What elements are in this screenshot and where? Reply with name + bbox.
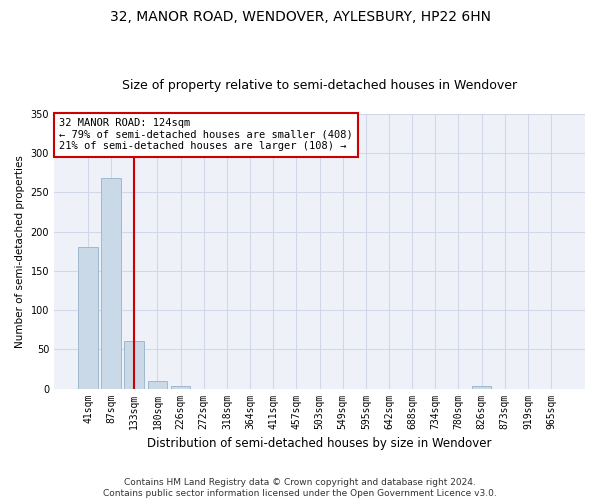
- Text: 32, MANOR ROAD, WENDOVER, AYLESBURY, HP22 6HN: 32, MANOR ROAD, WENDOVER, AYLESBURY, HP2…: [110, 10, 491, 24]
- Bar: [78, 248, 98, 388]
- Bar: [148, 380, 167, 388]
- Bar: [124, 342, 144, 388]
- Text: 32 MANOR ROAD: 124sqm
← 79% of semi-detached houses are smaller (408)
21% of sem: 32 MANOR ROAD: 124sqm ← 79% of semi-deta…: [59, 118, 353, 152]
- Title: Size of property relative to semi-detached houses in Wendover: Size of property relative to semi-detach…: [122, 79, 517, 92]
- Bar: [101, 178, 121, 388]
- Bar: [472, 386, 491, 388]
- X-axis label: Distribution of semi-detached houses by size in Wendover: Distribution of semi-detached houses by …: [147, 437, 492, 450]
- Y-axis label: Number of semi-detached properties: Number of semi-detached properties: [15, 155, 25, 348]
- Text: Contains HM Land Registry data © Crown copyright and database right 2024.
Contai: Contains HM Land Registry data © Crown c…: [103, 478, 497, 498]
- Bar: [171, 386, 190, 388]
